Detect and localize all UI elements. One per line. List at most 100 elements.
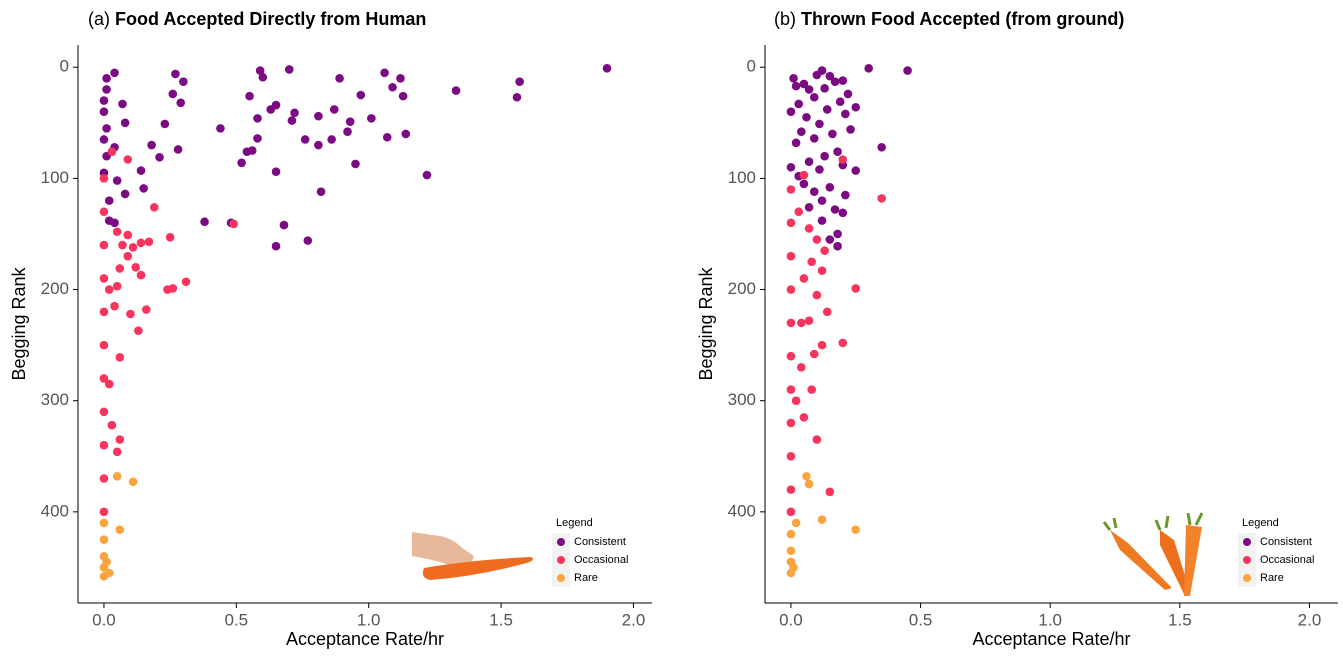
data-point (802, 472, 811, 481)
page: (a) Food Accepted Directly from Human 0.0… (0, 0, 1343, 658)
data-point (787, 163, 796, 172)
data-point (161, 120, 170, 129)
data-point (100, 174, 109, 183)
data-point (794, 207, 803, 216)
data-point (356, 91, 365, 100)
data-point (123, 231, 132, 240)
data-point (100, 107, 109, 116)
data-point (800, 413, 809, 422)
data-point (335, 74, 344, 83)
data-point (272, 242, 281, 251)
data-point (787, 352, 796, 361)
data-point (851, 284, 860, 293)
data-point (818, 196, 827, 205)
data-point (168, 90, 177, 99)
y-tick-label: 100 (728, 168, 756, 187)
data-point (603, 64, 612, 73)
data-point (800, 180, 809, 189)
legend-label: Consistent (1260, 536, 1312, 548)
x-tick-label: 2.0 (1298, 610, 1322, 629)
data-point (841, 110, 850, 119)
y-axis-label: Begging Rank (9, 266, 29, 380)
chart-title: (a) Food Accepted Directly from Human (88, 9, 426, 29)
data-point (237, 159, 246, 168)
data-point (844, 90, 853, 99)
data-point (116, 525, 125, 534)
data-point (805, 203, 814, 212)
legend-label: Consistent (574, 536, 626, 548)
data-point (290, 109, 299, 118)
data-point (126, 310, 135, 319)
data-point (787, 319, 796, 328)
data-point (802, 113, 811, 122)
data-point (100, 274, 109, 283)
data-point (513, 93, 522, 102)
data-point (452, 86, 461, 95)
data-point (163, 285, 172, 294)
legend-swatch (1243, 538, 1251, 546)
data-point (123, 252, 132, 261)
legend-label: Rare (1260, 572, 1284, 584)
data-point (823, 307, 832, 316)
data-point (100, 307, 109, 316)
data-point (818, 216, 827, 225)
data-point (118, 100, 127, 109)
data-point (110, 302, 119, 311)
data-point (145, 237, 154, 246)
data-point (807, 257, 816, 266)
data-point (179, 77, 188, 86)
data-point (813, 435, 822, 444)
x-tick-label: 0.0 (92, 610, 116, 629)
x-tick-label: 0.0 (779, 610, 803, 629)
data-point (815, 165, 824, 174)
legend-title: Legend (1242, 517, 1279, 529)
legend-swatch (1243, 574, 1251, 582)
legend-swatch (1243, 556, 1251, 564)
data-point (787, 419, 796, 428)
data-point (851, 103, 860, 112)
data-point (166, 233, 175, 242)
data-point (787, 452, 796, 461)
x-axis-label: Acceptance Rate/hr (286, 629, 444, 649)
data-point (123, 155, 132, 164)
data-point (792, 139, 801, 148)
data-point (367, 114, 376, 123)
data-point (155, 153, 164, 162)
data-point (807, 385, 816, 394)
data-point (108, 421, 117, 430)
data-point (838, 76, 847, 85)
data-point (787, 385, 796, 394)
data-point (805, 85, 814, 94)
data-point (903, 66, 912, 75)
data-point (100, 135, 109, 144)
data-point (820, 246, 829, 255)
data-point (100, 241, 109, 250)
data-point (100, 474, 109, 483)
data-point (818, 515, 827, 524)
data-point (815, 120, 824, 129)
data-point (833, 230, 842, 239)
data-point (787, 219, 796, 228)
data-point (833, 147, 842, 156)
data-point (285, 65, 294, 74)
data-point (216, 124, 225, 133)
data-point (116, 435, 125, 444)
y-tick-label: 0 (747, 57, 756, 76)
data-point (253, 134, 262, 143)
data-point (810, 187, 819, 196)
data-point (787, 546, 796, 555)
x-tick-label: 0.5 (225, 610, 249, 629)
data-point (253, 114, 262, 123)
data-point (245, 92, 254, 101)
data-point (139, 184, 148, 193)
data-point (142, 305, 151, 314)
legend-swatch (557, 574, 565, 582)
data-point (838, 339, 847, 348)
legend-label: Occasional (574, 554, 628, 566)
data-point (797, 127, 806, 136)
data-point (831, 77, 840, 86)
data-point (423, 171, 432, 180)
data-point (137, 166, 146, 175)
data-point (805, 224, 814, 233)
data-point (317, 187, 326, 196)
